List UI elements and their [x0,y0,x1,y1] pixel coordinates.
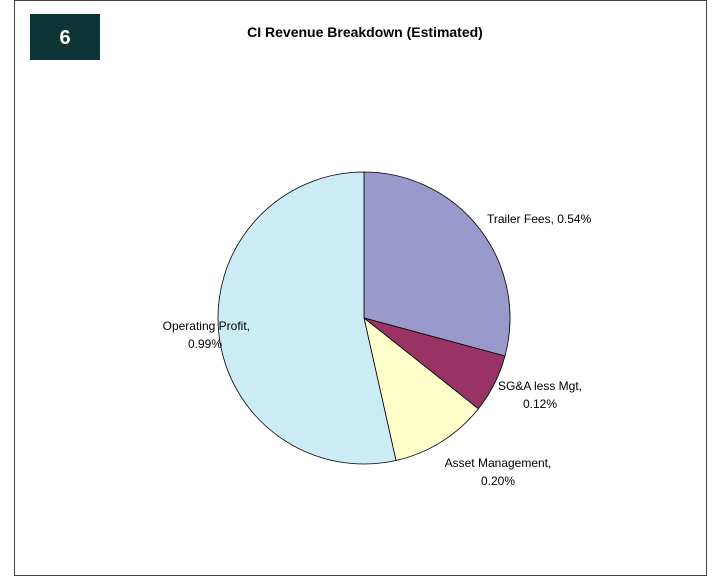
pie-slice [363,171,511,357]
data-label-line: SG&A less Mgt, [498,379,582,393]
data-label-line: Operating Profit, [163,319,250,333]
data-label: SG&A less Mgt, 0.12% [498,379,582,411]
data-label: Asset Management, 0.20% [445,456,552,488]
data-label: Trailer Fees, 0.54% [487,212,592,226]
data-label: Operating Profit, 0.99% [163,319,250,351]
data-label-line: 0.20% [481,474,515,488]
badge: 6 [59,27,70,49]
badge-box [30,14,100,60]
chart-title: CI Revenue Breakdown (Estimated) [247,24,483,40]
pie-slice [363,316,479,461]
data-label-line: 0.99% [188,337,222,351]
data-label-line: 0.12% [523,397,557,411]
data-label-line: Asset Management, [445,456,552,470]
pie-slice [217,171,397,465]
